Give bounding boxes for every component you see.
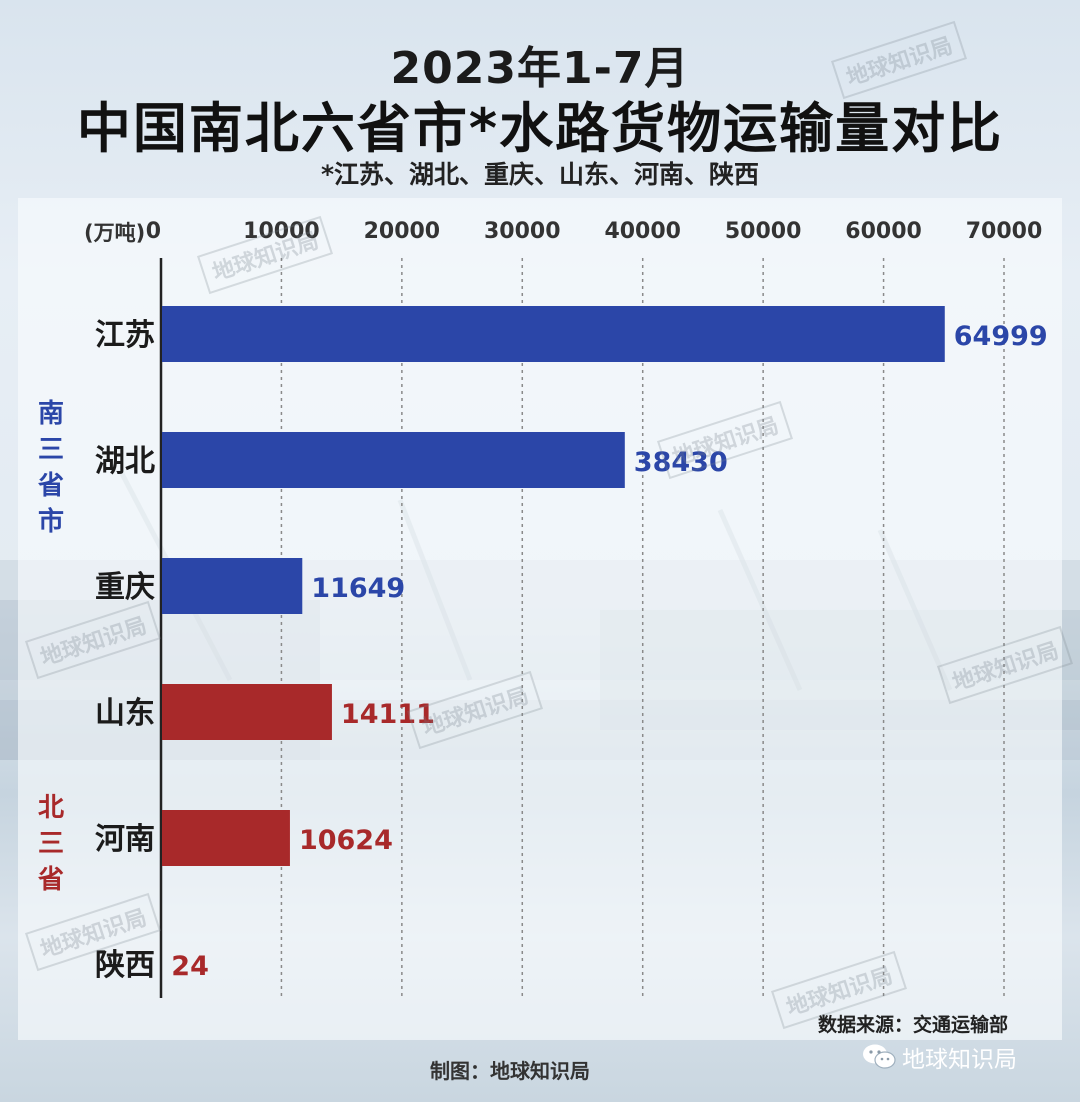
data-label: 24 bbox=[171, 951, 209, 982]
category-label: 江苏 bbox=[95, 318, 155, 353]
credit-line: 制图：地球知识局 bbox=[430, 1059, 590, 1083]
bar bbox=[162, 306, 945, 362]
data-label: 10624 bbox=[299, 825, 393, 856]
data-label: 64999 bbox=[954, 321, 1048, 352]
bar bbox=[162, 684, 332, 740]
x-tick-label: 20000 bbox=[364, 219, 441, 244]
x-tick-label: 0 bbox=[146, 219, 161, 244]
x-tick-label: 10000 bbox=[243, 219, 320, 244]
group-label-north: 北三省 bbox=[37, 793, 64, 895]
chart-subtitle: *江苏、湖北、重庆、山东、河南、陕西 bbox=[320, 160, 760, 189]
x-tick-label: 40000 bbox=[604, 219, 681, 244]
data-label: 14111 bbox=[341, 699, 435, 730]
x-tick-label: 70000 bbox=[966, 219, 1043, 244]
data-label: 11649 bbox=[311, 573, 405, 604]
category-label: 陕西 bbox=[95, 948, 155, 983]
data-source: 数据来源：交通运输部 bbox=[817, 1014, 1008, 1036]
category-label: 湖北 bbox=[95, 444, 155, 479]
brand-name: 地球知识局 bbox=[902, 1047, 1017, 1073]
brand-badge: 地球知识局 bbox=[862, 1040, 1017, 1074]
data-label: 38430 bbox=[634, 447, 728, 478]
x-tick-label: 30000 bbox=[484, 219, 561, 244]
bar bbox=[162, 432, 625, 488]
group-label-south: 南三省市 bbox=[37, 399, 64, 537]
x-tick-label: 60000 bbox=[845, 219, 922, 244]
category-label: 河南 bbox=[95, 822, 155, 857]
chart-title: 中国南北六省市*水路货物运输量对比 bbox=[76, 97, 1004, 160]
bar bbox=[162, 810, 290, 866]
wechat-icon bbox=[863, 1044, 896, 1069]
title-line1: 2023年1-7月 bbox=[390, 43, 690, 94]
axis-unit-label: (万吨) bbox=[84, 221, 146, 245]
category-label: 重庆 bbox=[95, 570, 155, 605]
x-tick-label: 50000 bbox=[725, 219, 802, 244]
category-label: 山东 bbox=[95, 696, 155, 731]
bar bbox=[162, 558, 303, 614]
